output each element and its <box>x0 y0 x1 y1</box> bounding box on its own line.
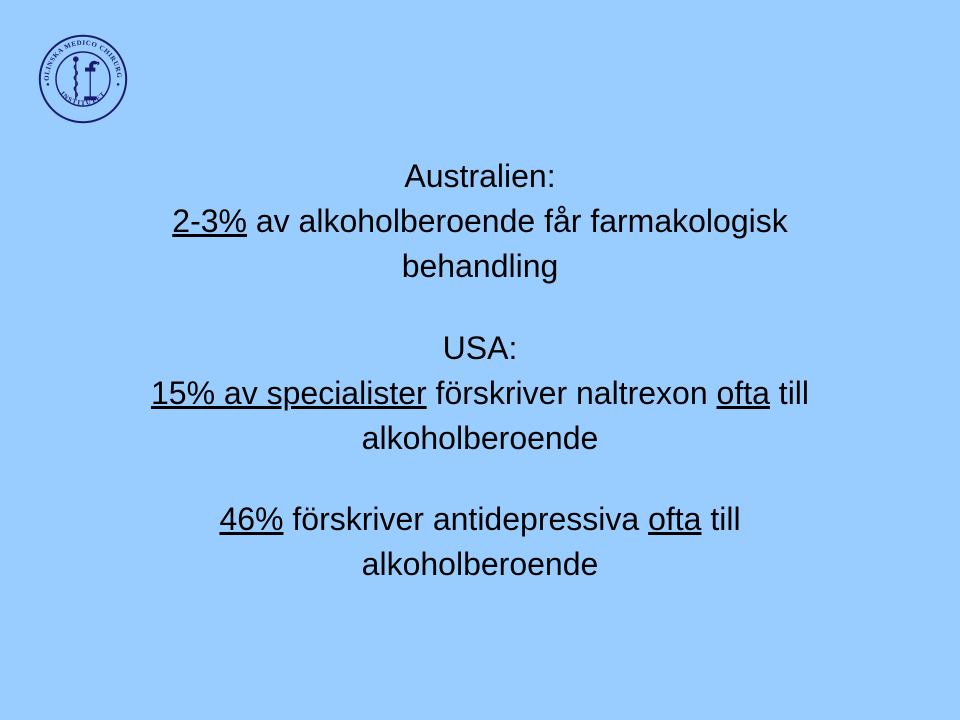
plain-text: USA: <box>443 330 518 366</box>
text-block-australia: Australien: 2-3% av alkoholberoende får f… <box>0 155 960 289</box>
text-line: 46% förskriver antidepressiva ofta till <box>0 498 960 541</box>
plain-text: Australien: <box>404 158 555 194</box>
text-line: USA: <box>0 327 960 370</box>
underlined-text: 46% <box>219 501 283 537</box>
text-line: alkoholberoende <box>0 543 960 586</box>
text-line: Australien: <box>0 155 960 198</box>
underlined-text: ofta <box>648 501 701 537</box>
slide-text-content: Australien: 2-3% av alkoholberoende får f… <box>0 155 960 625</box>
plain-text: till <box>701 501 740 537</box>
seal-icon: CAROLINSKA MEDICO CHIRURGISKA INSTITUTET <box>38 34 128 124</box>
karolinska-seal-logo: CAROLINSKA MEDICO CHIRURGISKA INSTITUTET <box>38 34 128 124</box>
text-line: behandling <box>0 245 960 288</box>
svg-text:INSTITUTET: INSTITUTET <box>59 90 108 107</box>
text-line: 15% av specialister förskriver naltrexon… <box>0 372 960 415</box>
plain-text: behandling <box>402 248 559 284</box>
underlined-text: ofta <box>717 375 770 411</box>
plain-text: till <box>770 375 809 411</box>
plain-text: förskriver antidepressiva <box>283 501 648 537</box>
text-block-usa1: USA: 15% av specialister förskriver naltr… <box>0 327 960 461</box>
text-line: 2-3% av alkoholberoende får farmakologis… <box>0 200 960 243</box>
plain-text: av alkoholberoende får farmakologisk <box>247 203 788 239</box>
plain-text: alkoholberoende <box>362 546 599 582</box>
text-line: alkoholberoende <box>0 417 960 460</box>
plain-text: förskriver naltrexon <box>427 375 717 411</box>
text-block-usa2: 46% förskriver antidepressiva ofta till a… <box>0 498 960 586</box>
underlined-text: 2-3% <box>172 203 247 239</box>
plain-text: alkoholberoende <box>362 420 599 456</box>
underlined-text: 15% av specialister <box>151 375 427 411</box>
